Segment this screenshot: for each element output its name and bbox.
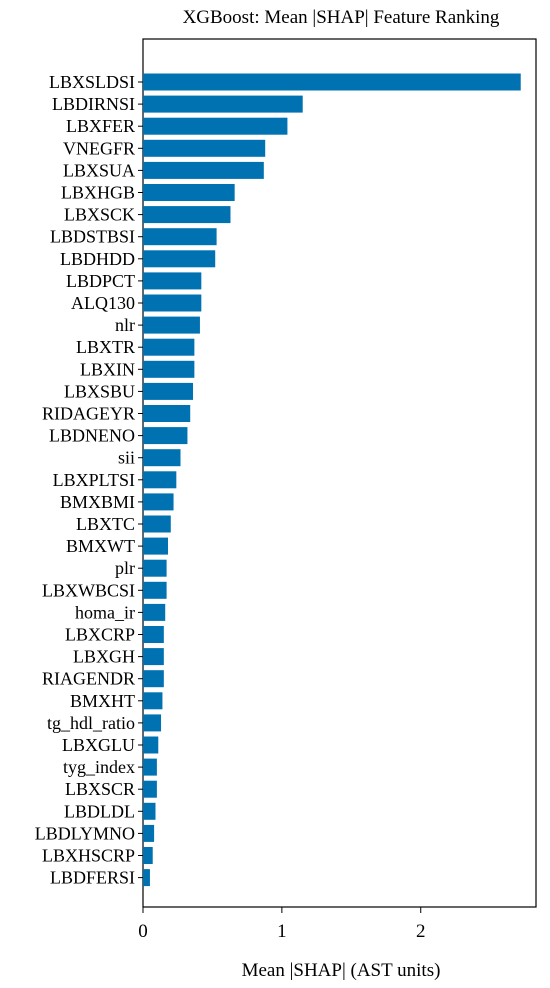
bar-BMXHT <box>143 692 163 710</box>
x-tick-label-2: 2 <box>416 921 426 942</box>
category-label-LBDIRNSI: LBDIRNSI <box>52 94 135 114</box>
category-label-LBDPCT: LBDPCT <box>66 271 135 291</box>
bar-LBXTR <box>143 338 195 356</box>
bar-BMXBMI <box>143 493 174 511</box>
category-label-LBXTC: LBXTC <box>76 514 135 534</box>
bar-LBXCRP <box>143 626 164 643</box>
category-label-BMXBMI: BMXBMI <box>60 492 135 512</box>
bar-plr <box>143 559 167 577</box>
bar-RIDAGEYR <box>143 405 191 422</box>
bar-LBDLYMNO <box>143 824 155 842</box>
category-label-LBDLDL: LBDLDL <box>64 801 135 821</box>
bar-LBXFER <box>143 117 288 135</box>
category-label-BMXHT: BMXHT <box>70 691 135 711</box>
bar-VNEGFR <box>143 139 266 157</box>
x-tick-label-0: 0 <box>138 921 148 942</box>
bar-LBXSBU <box>143 382 193 400</box>
category-label-LBXTR: LBXTR <box>76 337 135 357</box>
bar-LBXSCR <box>143 780 157 798</box>
category-label-BMXWT: BMXWT <box>66 536 135 556</box>
bar-LBDNENO <box>143 427 188 445</box>
bar-LBDPCT <box>143 272 202 290</box>
bar-LBXHGB <box>143 184 235 201</box>
bar-LBDHDD <box>143 250 216 268</box>
bars-layer <box>143 73 521 887</box>
category-label-nlr: nlr <box>115 315 135 335</box>
bar-LBXTC <box>143 515 171 533</box>
category-label-LBXWBCSI: LBXWBCSI <box>42 580 135 600</box>
category-label-RIAGENDR: RIAGENDR <box>42 669 135 689</box>
category-label-LBDLYMNO: LBDLYMNO <box>35 823 135 843</box>
bar-nlr <box>143 316 200 334</box>
category-label-sii: sii <box>118 448 135 468</box>
bar-LBXGH <box>143 648 164 666</box>
bar-RIAGENDR <box>143 670 164 688</box>
category-label-LBXGLU: LBXGLU <box>62 735 135 755</box>
category-label-homa_ir: homa_ir <box>75 602 135 622</box>
x-axis: 0 1 2 <box>138 907 425 942</box>
bar-LBDFERSI <box>143 869 150 887</box>
bar-LBDSTBSI <box>143 228 217 246</box>
bar-tg_hdl_ratio <box>143 714 162 732</box>
bar-LBXGLU <box>143 736 159 754</box>
category-label-LBDHDD: LBDHDD <box>60 249 135 269</box>
category-label-LBXPLTSI: LBXPLTSI <box>53 470 135 490</box>
category-label-ALQ130: ALQ130 <box>71 293 135 313</box>
x-axis-label: Mean |SHAP| (AST units) <box>242 960 441 981</box>
category-label-plr: plr <box>115 558 135 578</box>
category-label-tg_hdl_ratio: tg_hdl_ratio <box>47 713 135 733</box>
category-label-LBDFERSI: LBDFERSI <box>50 868 135 888</box>
category-label-LBXHSCRP: LBXHSCRP <box>42 846 135 866</box>
category-label-LBXIN: LBXIN <box>80 359 135 379</box>
bar-LBXWBCSI <box>143 581 167 599</box>
bar-tyg_index <box>143 758 157 776</box>
bar-sii <box>143 449 181 467</box>
category-label-LBXSCK: LBXSCK <box>64 205 135 225</box>
bar-LBXSLDSI <box>143 73 521 91</box>
category-label-LBDSTBSI: LBDSTBSI <box>50 227 135 247</box>
category-label-LBXSCR: LBXSCR <box>65 779 135 799</box>
bar-BMXWT <box>143 537 168 555</box>
category-label-LBDNENO: LBDNENO <box>49 426 135 446</box>
category-label-LBXSBU: LBXSBU <box>64 381 135 401</box>
category-label-LBXFER: LBXFER <box>66 116 135 136</box>
category-label-LBXHGB: LBXHGB <box>61 183 135 203</box>
category-label-LBXCRP: LBXCRP <box>65 625 135 645</box>
chart-title: XGBoost: Mean |SHAP| Feature Ranking <box>183 7 500 28</box>
bar-LBXIN <box>143 360 195 378</box>
category-label-tyg_index: tyg_index <box>63 757 135 777</box>
bar-homa_ir <box>143 603 166 621</box>
bar-ALQ130 <box>143 294 202 312</box>
bar-LBDLDL <box>143 802 156 820</box>
bar-LBXHSCRP <box>143 847 153 864</box>
bar-LBDIRNSI <box>143 95 303 113</box>
category-label-RIDAGEYR: RIDAGEYR <box>42 404 135 424</box>
bar-LBXSUA <box>143 161 264 179</box>
bar-LBXSCK <box>143 206 231 224</box>
category-label-VNEGFR: VNEGFR <box>63 138 135 158</box>
category-label-LBXSUA: LBXSUA <box>63 160 135 180</box>
category-label-LBXGH: LBXGH <box>73 647 135 667</box>
category-label-LBXSLDSI: LBXSLDSI <box>49 72 135 92</box>
x-tick-label-1: 1 <box>277 921 287 942</box>
bar-LBXPLTSI <box>143 471 177 489</box>
